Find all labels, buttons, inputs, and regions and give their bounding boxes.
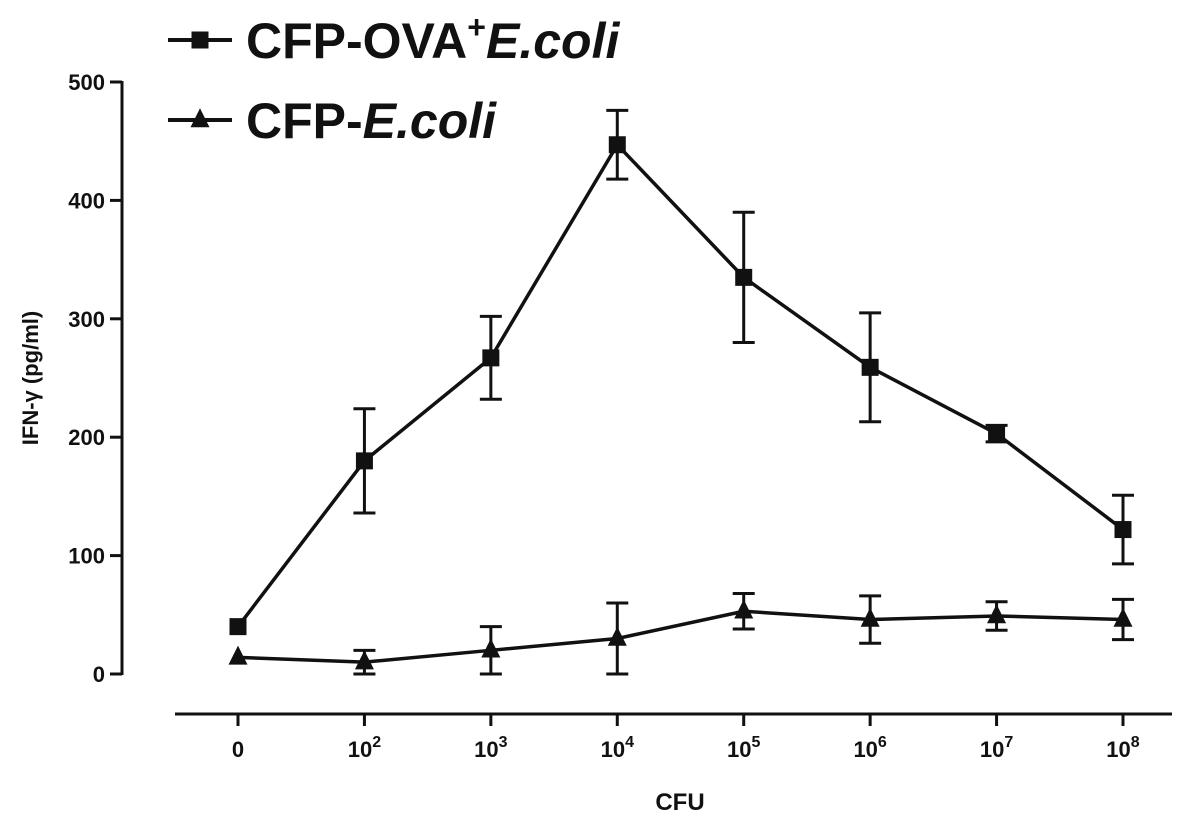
series-line [237, 609, 1124, 664]
x-tick-label: 107 [980, 734, 1013, 762]
x-ticks: 0 102 103 104 105 106 107 108 [232, 714, 1140, 762]
legend-label-part: CFP- [246, 93, 363, 149]
y-axis-title: IFN-γ (pg/ml) [18, 311, 43, 445]
x-tick-label: 103 [474, 734, 507, 762]
series-triangle [228, 591, 1134, 676]
legend-marker-triangle [190, 108, 210, 128]
legend-item-triangle: CFP-E.coli [168, 93, 497, 149]
data-point-triangle [607, 626, 627, 646]
series-layer [228, 108, 1134, 676]
legend-label-part: E.coli [363, 93, 497, 149]
legend-marker-square [191, 31, 209, 49]
x-tick-base: 10 [727, 737, 751, 762]
legend-label: CFP-OVA+E.coli [246, 9, 620, 69]
x-tick-exponent: 4 [625, 734, 634, 751]
data-point-square [355, 452, 373, 470]
data-point-triangle [354, 650, 374, 670]
legend-label-part: E.coli [486, 13, 620, 69]
data-point-square [988, 425, 1006, 443]
data-point-triangle [860, 607, 880, 627]
x-tick-base: 10 [1106, 737, 1130, 762]
data-point-square [229, 618, 247, 636]
x-tick-exponent: 7 [1004, 734, 1013, 751]
x-tick-exponent: 3 [499, 734, 508, 751]
data-point-square [1114, 521, 1132, 539]
y-tick-label: 0 [93, 662, 105, 687]
x-tick-exponent: 2 [372, 734, 381, 751]
legend-label-part: + [467, 9, 486, 45]
x-tick-exponent: 8 [1131, 734, 1140, 751]
data-point-square [608, 136, 626, 154]
y-tick-label: 500 [68, 70, 105, 95]
x-tick-label: 0 [232, 737, 244, 762]
y-tick-label: 100 [68, 544, 105, 569]
y-tick-label: 200 [68, 425, 105, 450]
data-point-square [735, 268, 753, 286]
x-tick-base: 10 [601, 737, 625, 762]
x-axis-title: CFU [655, 789, 704, 816]
x-tick-label: 106 [853, 734, 886, 762]
x-tick-base: 10 [980, 737, 1004, 762]
x-tick-base: 10 [474, 737, 498, 762]
x-tick-label: 105 [727, 734, 760, 762]
x-tick-exponent: 6 [878, 734, 887, 751]
legend-label: CFP-E.coli [246, 93, 497, 149]
x-tick-base: 0 [232, 737, 244, 762]
data-point-triangle [481, 638, 501, 658]
data-point-square [861, 358, 879, 376]
legend-label-part: CFP-OVA [246, 13, 467, 69]
legend-item-square: CFP-OVA+E.coli [168, 9, 620, 69]
y-tick-label: 400 [68, 188, 105, 213]
y-ticks: 0 100 200 300 400 500 [68, 70, 122, 687]
x-tick-label: 108 [1106, 734, 1139, 762]
data-point-triangle [228, 645, 248, 665]
data-point-triangle [734, 599, 754, 619]
x-tick-base: 10 [853, 737, 877, 762]
y-tick-label: 300 [68, 307, 105, 332]
x-tick-base: 10 [348, 737, 372, 762]
data-point-triangle [987, 604, 1007, 624]
data-point-triangle [1113, 607, 1133, 627]
x-tick-label: 104 [601, 734, 634, 762]
data-point-square [482, 349, 500, 367]
x-tick-label: 102 [348, 734, 381, 762]
series-square [229, 108, 1134, 636]
series-line [236, 143, 1125, 628]
x-tick-exponent: 5 [752, 734, 761, 751]
